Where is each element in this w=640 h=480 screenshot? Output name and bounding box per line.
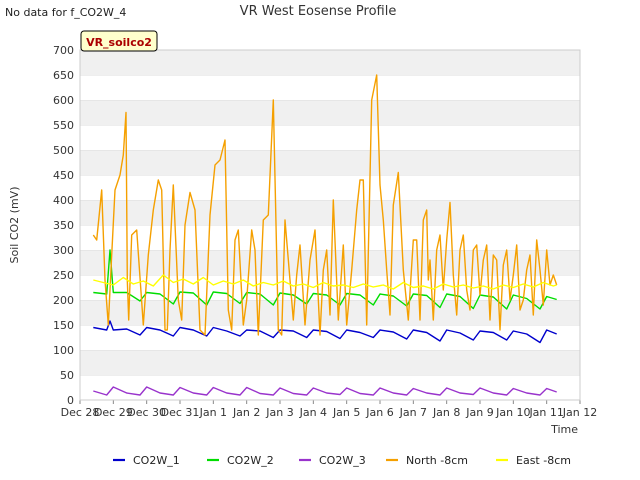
grid-band: [80, 375, 580, 400]
y-tick-label: 700: [53, 44, 74, 57]
x-tick-label: Jan 5: [332, 406, 360, 419]
y-axis-ticks: 0 50 100 150 200 250 300 350 400 450 500 550 600 650 7…: [53, 44, 74, 407]
x-tick-label: Jan 1: [199, 406, 227, 419]
x-tick-label: Jan 2: [232, 406, 260, 419]
y-axis-label: Soil CO2 (mV): [8, 187, 21, 264]
y-tick-label: 50: [60, 369, 74, 382]
y-tick-label: 100: [53, 344, 74, 357]
x-tick-label: Dec 29: [94, 406, 133, 419]
x-tick-label: Jan 10: [495, 406, 530, 419]
site-label: VR_soilco2: [86, 36, 152, 49]
y-tick-label: 550: [53, 119, 74, 132]
chart-title: VR West Eosense Profile: [240, 4, 397, 19]
x-tick-label: Dec 31: [161, 406, 200, 419]
series-lines: [92, 74, 558, 396]
no-data-notice: No data for f_CO2W_4: [5, 6, 127, 19]
series-line-east-8cm: [93, 274, 557, 290]
legend-label: CO2W_3: [319, 454, 366, 467]
y-tick-label: 200: [53, 294, 74, 307]
y-tick-label: 600: [53, 94, 74, 107]
x-tick-label: Jan 6: [365, 406, 393, 419]
series-line-co2w-3: [93, 386, 557, 396]
legend: CO2W_1 CO2W_2 CO2W_3 North -8cm East -8cm: [113, 454, 571, 467]
site-label-box: VR_soilco2: [80, 30, 158, 52]
x-tick-label: Jan 3: [265, 406, 293, 419]
y-tick-label: 300: [53, 244, 74, 257]
series-line-co2w-2: [93, 249, 557, 310]
x-tick-label: Jan 9: [465, 406, 493, 419]
series-line-north-8cm: [92, 74, 558, 336]
y-tick-label: 150: [53, 319, 74, 332]
x-tick-label: Jan 7: [399, 406, 427, 419]
y-tick-label: 250: [53, 269, 74, 282]
x-tick-label: Jan 12: [562, 406, 597, 419]
grid-band: [80, 50, 580, 75]
grid-band: [80, 225, 580, 250]
legend-label: East -8cm: [516, 454, 571, 467]
plot-frame: [79, 49, 581, 401]
grid-band: [80, 175, 580, 200]
grid-band: [80, 125, 580, 150]
y-tick-label: 450: [53, 169, 74, 182]
x-tick-label: Dec 30: [127, 406, 166, 419]
grid-band: [80, 325, 580, 350]
x-tick-label: Jan 4: [299, 406, 327, 419]
y-tick-label: 500: [53, 144, 74, 157]
grid-band: [80, 200, 580, 225]
legend-label: North -8cm: [406, 454, 468, 467]
grid-bands: [80, 49, 580, 400]
grid-band: [80, 100, 580, 125]
x-tick-label: Dec 28: [61, 406, 100, 419]
grid-band: [80, 150, 580, 175]
legend-label: CO2W_1: [133, 454, 180, 467]
x-tick-label: Jan 8: [432, 406, 460, 419]
legend-label: CO2W_2: [227, 454, 274, 467]
grid-band: [80, 350, 580, 375]
y-tick-label: 0: [67, 394, 74, 407]
x-axis-label: Time: [550, 423, 578, 436]
x-tick-label: Jan 11: [528, 406, 563, 419]
grid-band: [80, 75, 580, 100]
y-tick-label: 350: [53, 219, 74, 232]
y-tick-label: 650: [53, 69, 74, 82]
grid-band: [80, 250, 580, 275]
y-tick-label: 400: [53, 194, 74, 207]
